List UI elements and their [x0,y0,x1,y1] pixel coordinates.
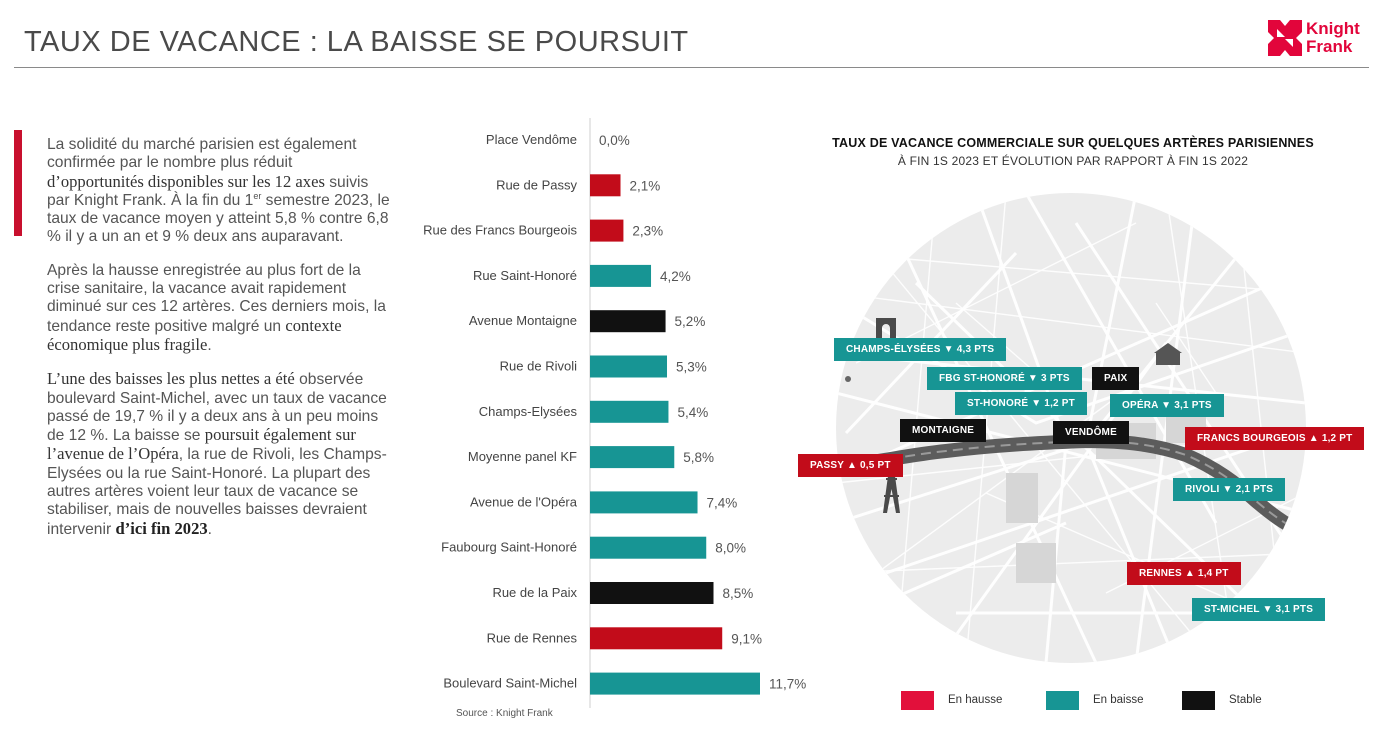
category-label: Rue de Rennes [487,630,578,645]
bar [590,355,668,378]
bar [590,536,707,559]
logo-line-1: Knight [1306,19,1360,38]
map-tag-st-michel: ST-MICHEL ▼ 3,1 PTS [1192,598,1326,621]
category-label: Boulevard Saint-Michel [443,676,577,691]
map-subtitle: À FIN 1S 2023 ET ÉVOLUTION PAR RAPPORT À… [897,154,1249,168]
map-title-line-1: TAUX DE VACANCE COMMERCIALE SUR QUELQUES… [832,136,1314,150]
category-label: Rue des Francs Bourgeois [423,223,577,238]
category-label: Rue Saint-Honoré [473,268,577,283]
map-tag-st-honore: ST-HONORÉ ▼ 1,2 PT [955,392,1087,415]
bar [590,491,698,514]
legend-fall-swatch [1046,691,1079,710]
map-tag-francs-bourgeois: FRANCS BOURGEOIS ▲ 1,2 PT [1185,427,1365,450]
vacancy-bar-chart: Place Vendôme 0,0% Rue de Passy 2,1% Rue des… [423,118,806,708]
bar [590,264,652,287]
map-tag-montaigne: MONTAIGNE [900,419,987,442]
category-label: Avenue Montaigne [469,313,577,328]
paragraph-2: Après la hausse enregistrée au plus fort… [47,261,386,354]
value-label: 4,2% [660,269,691,284]
legend-stable-label: Stable [1229,694,1262,706]
bar [590,672,760,695]
paragraph-3: L’une des baisses les plus nettes a été … [47,369,387,538]
paragraph-1: La solidité du marché parisien est égale… [47,136,390,246]
map-title: TAUX DE VACANCE COMMERCIALE SUR QUELQUES… [810,136,1336,168]
category-label: Place Vendôme [486,132,577,147]
legend-rise-swatch [901,691,934,710]
value-label: 11,7% [769,677,806,692]
eiffel-tower-icon [883,461,900,513]
map-tag-champs-elysees: CHAMPS-ÉLYSÉES ▼ 4,3 PTS [834,338,1007,361]
map-tag-paix: PAIX [1092,367,1140,390]
bar [590,310,666,333]
map-tag-vendome: VENDÔME [1053,421,1129,444]
value-label: 5,2% [675,314,706,329]
category-label: Rue de Passy [496,177,577,192]
bar [590,582,714,604]
accent-bar [14,130,22,236]
value-label: 2,1% [630,178,661,193]
logo-line-2: Frank [1306,37,1353,56]
category-label: Champs-Elysées [479,404,578,419]
bar [590,446,675,469]
map-tag-passy: PASSY ▲ 0,5 PT [798,454,903,477]
bar [590,627,723,650]
knight-frank-logo: Knight Frank [1268,20,1378,60]
page-title: TAUX DE VACANCE : LA BAISSE SE POURSUIT [24,26,689,58]
value-label: 9,1% [731,631,762,646]
category-label: Avenue de l'Opéra [470,494,578,509]
map-tag-fbg-st-honore: FBG ST-HONORÉ ▼ 3 PTS [927,367,1082,390]
value-label: 7,4% [707,495,738,510]
body-text: La solidité du marché parisien est égale… [47,136,392,554]
value-label: 5,8% [683,450,714,465]
title-divider [14,67,1369,68]
bar [590,219,624,242]
bar [590,400,669,423]
legend-fall-label: En baisse [1093,694,1144,706]
legend-stable-swatch [1182,691,1215,710]
value-label: 5,3% [676,360,707,375]
legend-rise-label: En hausse [948,694,1003,706]
value-label: 0,0% [599,133,630,148]
arc-de-triomphe-icon [876,318,896,338]
bar [590,174,621,197]
category-label: Faubourg Saint-Honoré [441,540,577,555]
logo-wordmark: Knight Frank [1306,20,1360,56]
category-label: Rue de Rivoli [500,359,577,374]
category-label: Moyenne panel KF [468,449,577,464]
map-tag-rennes: RENNES ▲ 1,4 PT [1127,562,1241,585]
map-tag-opera: OPÉRA ▼ 3,1 PTS [1110,394,1224,417]
logo-mark-icon [1268,20,1302,56]
value-label: 2,3% [632,224,663,239]
value-label: 8,5% [723,586,754,601]
value-label: 8,0% [715,541,746,556]
category-label: Rue de la Paix [492,585,577,600]
chart-source: Source : Knight Frank [456,708,553,719]
map-tag-rivoli: RIVOLI ▼ 2,1 PTS [1173,478,1286,501]
opera-building-icon [1154,343,1182,365]
value-label: 5,4% [677,405,708,420]
